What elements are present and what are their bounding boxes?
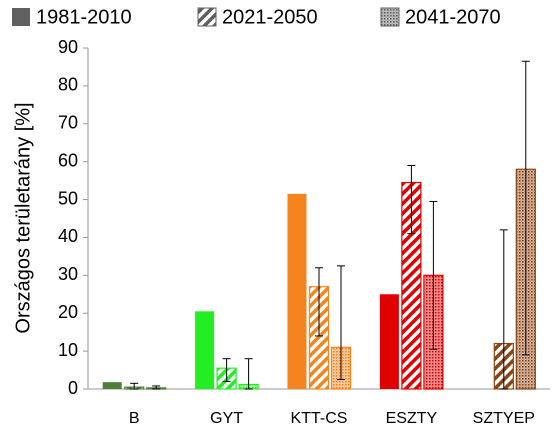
- y-tick-label: 40: [58, 226, 78, 246]
- y-tick-label: 60: [58, 150, 78, 170]
- x-tick-label: B: [129, 410, 140, 427]
- error-bar: [130, 382, 139, 390]
- y-tick-label: 90: [58, 37, 78, 57]
- legend-label: 1981-2010: [36, 6, 132, 28]
- x-tick-label: SZTYEP: [473, 410, 535, 427]
- bar: [102, 382, 122, 389]
- y-tick-label: 10: [58, 340, 78, 360]
- legend-swatch: [12, 8, 30, 26]
- y-tick-label: 0: [68, 378, 78, 398]
- error-bar: [152, 385, 161, 390]
- error-bar: [222, 358, 231, 382]
- y-tick-label: 70: [58, 113, 78, 133]
- bar: [195, 311, 215, 389]
- x-tick-label: KTT-CS: [291, 410, 348, 427]
- legend-swatch: [197, 7, 217, 27]
- error-bar: [499, 229, 508, 390]
- y-tick-label: 30: [58, 264, 78, 284]
- error-bar: [337, 265, 345, 381]
- error-bar: [407, 164, 416, 235]
- error-bar: [521, 60, 530, 356]
- y-tick-label: 50: [58, 188, 78, 208]
- y-tick-label: 80: [58, 75, 78, 95]
- error-bar: [244, 358, 253, 390]
- legend-swatch: [380, 7, 400, 27]
- legend-label: 2021-2050: [222, 6, 318, 28]
- y-tick-label: 20: [58, 302, 78, 322]
- x-tick-label: GYT: [210, 410, 243, 427]
- legend-label: 2041-2070: [405, 6, 501, 28]
- error-bar: [315, 267, 323, 337]
- bar: [287, 193, 307, 389]
- x-tick-label: ESZTY: [386, 410, 438, 427]
- bar: [379, 294, 399, 389]
- error-bar: [429, 200, 438, 350]
- y-axis-label: Országos területarány [%]: [12, 102, 34, 333]
